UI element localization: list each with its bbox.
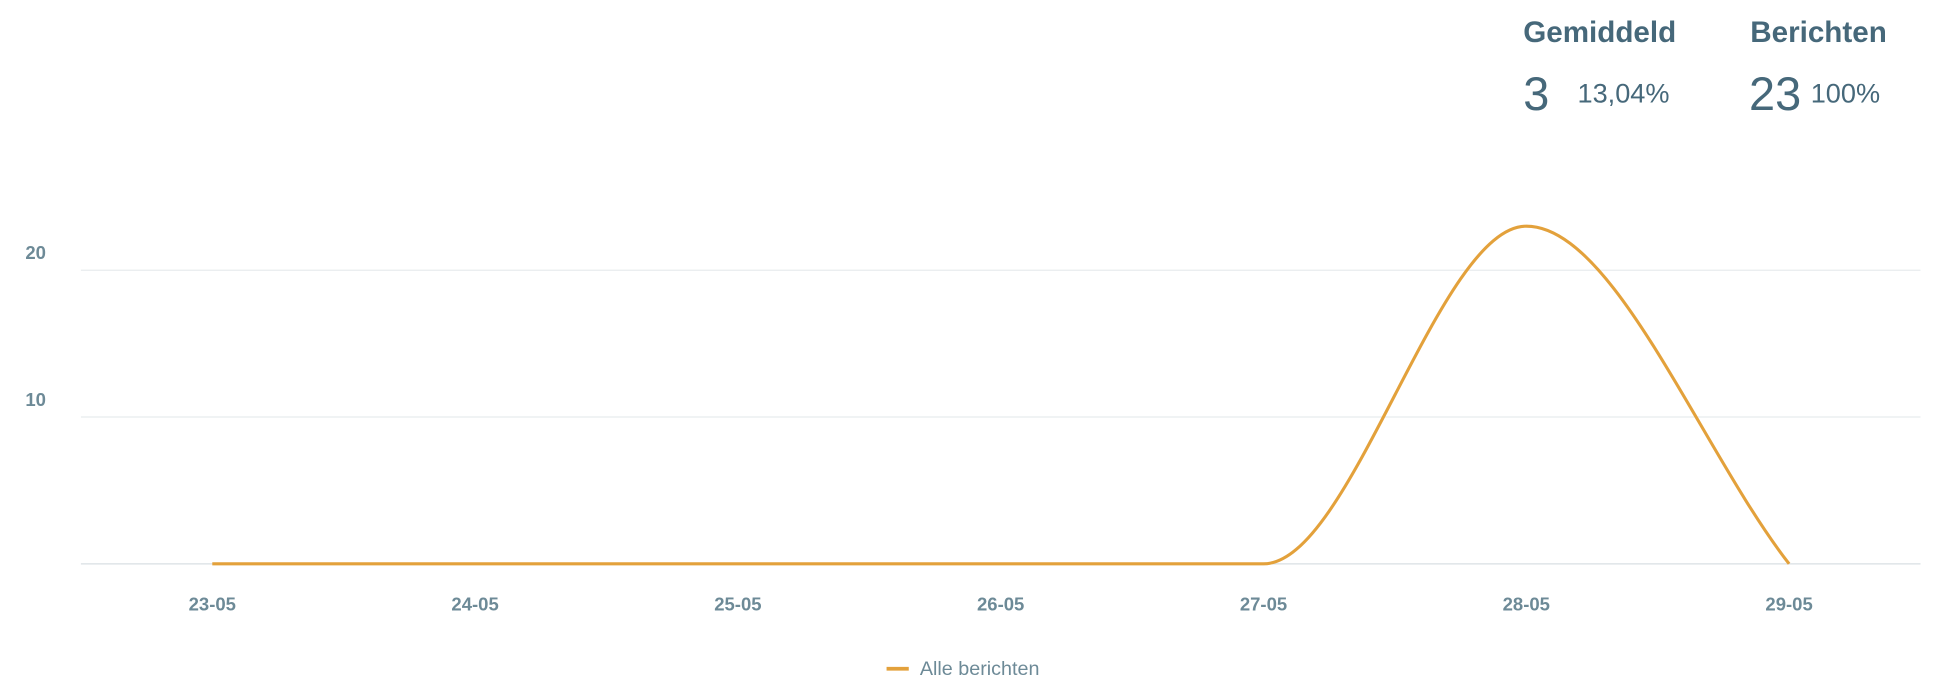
- x-tick-label: 26-05: [977, 594, 1024, 615]
- x-tick-label: 23-05: [189, 594, 236, 615]
- series-line: [212, 224, 1791, 566]
- legend-label: Alle berichten: [920, 658, 1040, 680]
- x-tick-label: 24-05: [451, 594, 498, 615]
- stat-label: Gemiddeld: [1523, 16, 1676, 49]
- stat-value: 3: [1523, 68, 1549, 120]
- stat-value: 23: [1749, 68, 1801, 120]
- x-tick-label: 25-05: [714, 594, 761, 615]
- y-tick-label: 20: [25, 242, 46, 263]
- stat-percent: 100%: [1811, 77, 1880, 108]
- stat-percent: 13,04%: [1578, 77, 1670, 108]
- y-tick-label: 10: [25, 389, 46, 410]
- x-tick-label: 29-05: [1765, 594, 1812, 615]
- x-tick-label: 28-05: [1503, 594, 1550, 615]
- stat-label: Berichten: [1750, 16, 1887, 49]
- x-tick-label: 27-05: [1240, 594, 1287, 615]
